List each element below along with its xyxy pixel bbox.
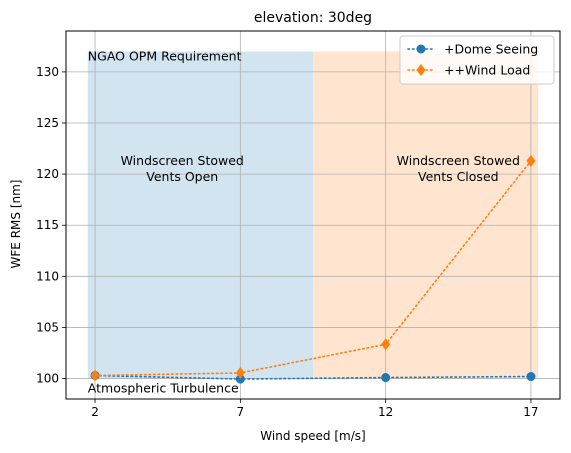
y-axis-title: WFE RMS [nm] [9, 180, 23, 269]
y-tick-label: 125 [36, 116, 59, 130]
series-1 [90, 154, 536, 382]
legend-label: ++Wind Load [444, 63, 530, 78]
y-tick-label: 130 [36, 65, 59, 79]
annotation-0: NGAO OPM Requirement [88, 48, 242, 63]
y-tick-label: 100 [36, 372, 59, 386]
region-label-line: Vents Open [146, 169, 218, 184]
chart-title: elevation: 30deg [254, 10, 372, 26]
x-tick-label: 2 [91, 405, 99, 419]
y-tick-label: 115 [36, 218, 59, 232]
data-point [526, 372, 536, 382]
legend-marker [416, 64, 426, 76]
region-label-line: Vents Closed [418, 169, 499, 184]
legend-box [399, 35, 555, 85]
region-1 [313, 51, 539, 379]
y-tick-label: 105 [36, 320, 59, 334]
plot-frame [65, 30, 561, 400]
x-tick-label: 7 [237, 405, 245, 419]
region-0 [87, 51, 313, 379]
series-layer [90, 154, 536, 384]
data-point [526, 154, 536, 167]
region-label-1: Windscreen Stowed Vents Closed [397, 153, 520, 184]
y-tick-label: 110 [36, 269, 59, 283]
region-label-0: Windscreen Stowed Vents Open [121, 153, 244, 184]
legend-marker [416, 44, 426, 54]
x-tick-label: 17 [523, 405, 538, 419]
data-point [381, 338, 391, 351]
series-line [94, 374, 532, 380]
region-label-line: Windscreen Stowed [121, 153, 244, 168]
annotation-1: Atmospheric Turbulence [88, 381, 239, 396]
legend-label: +Dome Seeing [444, 42, 538, 57]
legend: +Dome Seeing ++Wind Load [399, 35, 555, 85]
axis-ticks: 2 7 12 17 100 105 110 115 120 125 130 [36, 65, 538, 419]
data-point [235, 374, 245, 384]
region-label-line: Windscreen Stowed [397, 153, 520, 168]
x-tick-label: 12 [378, 405, 393, 419]
y-tick-label: 120 [36, 167, 59, 181]
data-point [90, 369, 100, 382]
shaded-regions [87, 51, 539, 379]
data-point [235, 366, 245, 379]
data-point [381, 373, 391, 383]
series-line [94, 160, 532, 377]
x-axis-title: Wind speed [m/s] [260, 429, 365, 443]
